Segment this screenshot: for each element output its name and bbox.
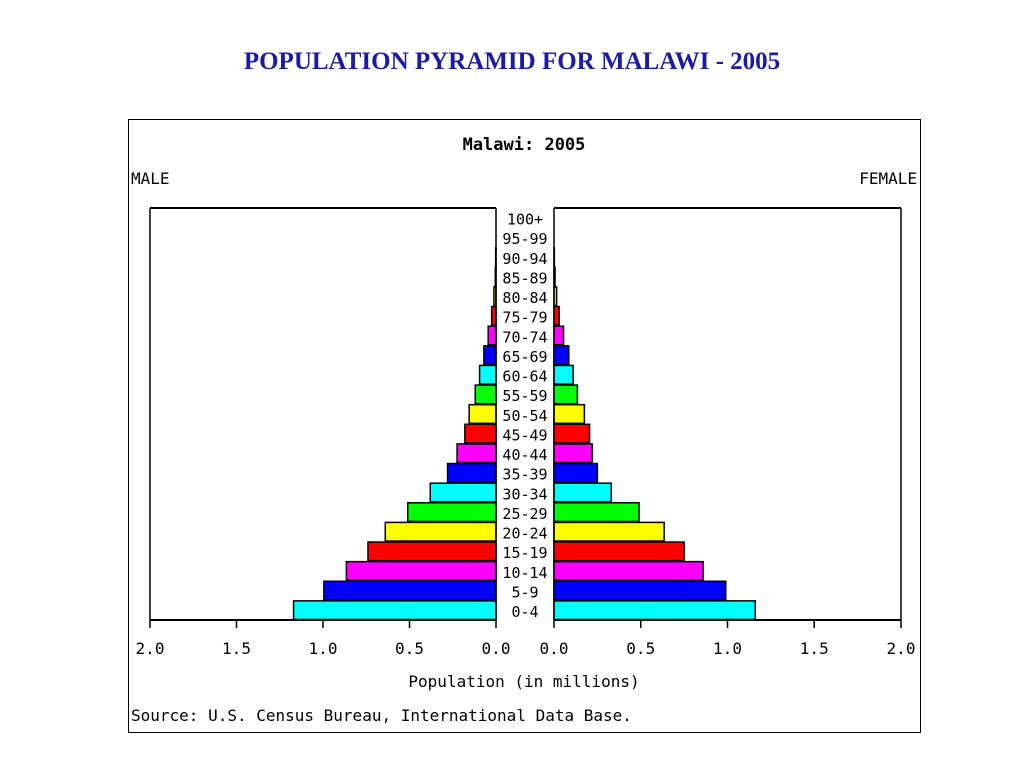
age-label-35-39: 35-39: [502, 466, 547, 484]
age-label-95-99: 95-99: [502, 230, 547, 248]
female-bar-15-19: [553, 541, 685, 562]
male-bar-20-24: [384, 521, 497, 542]
age-label-0-4: 0-4: [511, 603, 538, 621]
male-bar-40-44: [456, 443, 497, 464]
age-label-70-74: 70-74: [502, 328, 547, 346]
age-label-25-29: 25-29: [502, 505, 547, 523]
age-label-5-9: 5-9: [511, 583, 538, 601]
female-bar-75-79: [553, 305, 560, 326]
female-bar-50-54: [553, 403, 586, 425]
age-label-45-49: 45-49: [502, 426, 547, 444]
chart-title: Malawi: 2005: [463, 135, 586, 155]
female-bar-0-4: [553, 600, 757, 621]
female-bar-40-44: [553, 443, 593, 464]
age-label-85-89: 85-89: [502, 269, 547, 287]
female-bar-35-39: [553, 462, 599, 483]
slide-title: POPULATION PYRAMID FOR MALAWI - 2005: [243, 48, 781, 75]
male-bar-30-34: [429, 482, 497, 503]
male-bar-15-19: [367, 541, 497, 562]
male-bars: [292, 246, 497, 621]
male-bar-0-4: [292, 600, 497, 621]
population-pyramid-chart: Malawi: 2005 MALE FEMALE 100+95-9990-948…: [131, 135, 917, 725]
age-label-55-59: 55-59: [502, 387, 547, 405]
age-label-50-54: 50-54: [502, 407, 547, 425]
male-label: MALE: [131, 169, 170, 188]
male-bar-55-59: [474, 384, 497, 405]
male-bar-45-49: [464, 423, 497, 444]
age-label-75-79: 75-79: [502, 309, 547, 327]
female-bar-55-59: [553, 384, 579, 405]
age-label-90-94: 90-94: [502, 250, 547, 268]
male-bar-35-39: [446, 462, 497, 483]
female-bar-65-69: [553, 345, 570, 366]
age-label-100+: 100+: [507, 211, 543, 229]
male-tick-label-2: 1.0: [309, 639, 338, 658]
female-bar-60-64: [553, 364, 574, 385]
male-tick-label-4: 0.0: [482, 639, 511, 658]
female-tick-label-2: 1.0: [713, 639, 742, 658]
chart-frame: Malawi: 2005 MALE FEMALE 100+ 95-99 90-94 8…: [128, 119, 921, 733]
female-bar-20-24: [553, 521, 665, 542]
male-tick-label-0: 2.0: [136, 639, 165, 658]
male-bar-5-9: [323, 580, 497, 601]
male-bar-25-29: [407, 502, 497, 523]
male-tick-label-1: 1.5: [222, 639, 251, 658]
female-tick-label-4: 2.0: [887, 639, 916, 658]
source-note: Source: U.S. Census Bureau, Internationa…: [131, 706, 632, 725]
age-label-65-69: 65-69: [502, 348, 547, 366]
female-bar-5-9: [553, 580, 727, 601]
male-bar-10-14: [345, 560, 497, 582]
female-bar-70-74: [553, 325, 565, 346]
female-label: FEMALE: [859, 169, 917, 188]
female-tick-label-3: 1.5: [800, 639, 829, 658]
male-bar-50-54: [468, 403, 497, 425]
age-label-80-84: 80-84: [502, 289, 547, 307]
female-bar-30-34: [553, 482, 613, 503]
age-label-40-44: 40-44: [502, 446, 547, 464]
female-x-axis: 0.0 0.5 1.0 1.5 2.0: [540, 619, 916, 658]
female-bar-25-29: [553, 502, 640, 523]
age-label-60-64: 60-64: [502, 368, 547, 386]
male-bar-60-64: [478, 364, 497, 385]
x-axis-label: Population (in millions): [408, 672, 639, 691]
female-tick-label-0: 0.0: [540, 639, 569, 658]
age-label-30-34: 30-34: [502, 485, 547, 503]
female-bar-45-49: [553, 423, 591, 444]
male-bar-65-69: [483, 345, 497, 366]
female-bar-10-14: [553, 560, 704, 582]
age-label-15-19: 15-19: [502, 544, 547, 562]
female-tick-label-1: 0.5: [626, 639, 655, 658]
male-x-axis: 2.0 1.5 1.0 0.5 0.0: [136, 619, 511, 658]
age-label-10-14: 10-14: [502, 564, 547, 582]
male-tick-label-3: 0.5: [395, 639, 424, 658]
age-label-20-24: 20-24: [502, 525, 547, 543]
male-bar-70-74: [487, 325, 497, 346]
female-bars: [553, 246, 757, 621]
